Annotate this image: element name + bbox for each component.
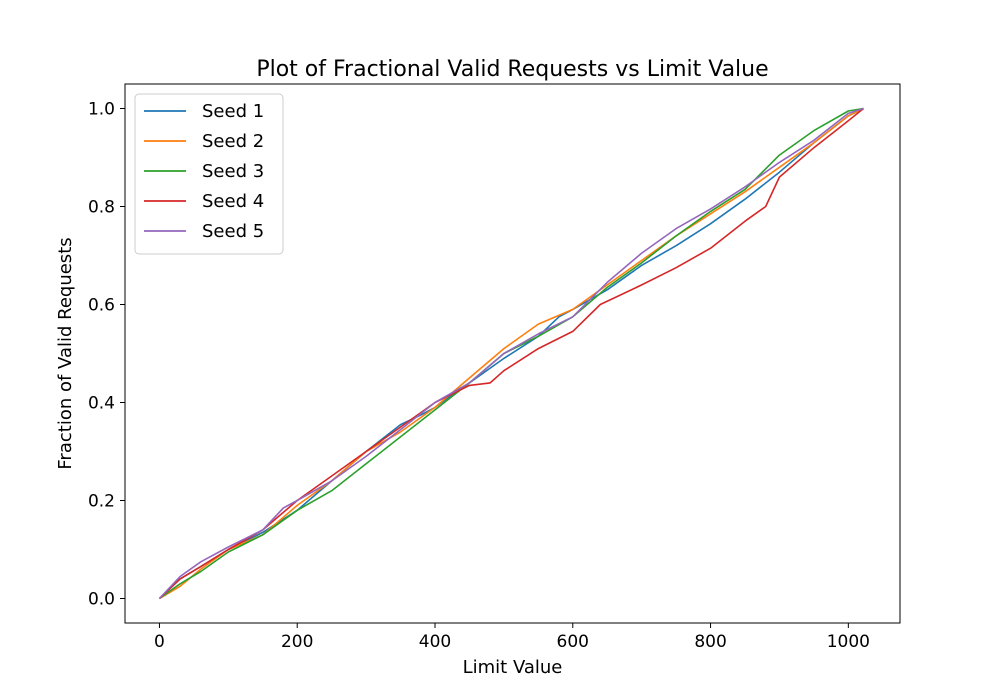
legend-label-4: Seed 4: [202, 191, 264, 212]
x-tick-label: 0: [154, 632, 165, 652]
y-tick-label: 0.0: [88, 590, 115, 610]
legend-label-1: Seed 1: [202, 101, 264, 122]
series-line-1: [158, 107, 864, 600]
legend: Seed 1 Seed 2 Seed 3 Seed 4 Seed 5: [134, 93, 284, 255]
x-tick-label: 400: [419, 632, 451, 652]
y-axis-label: Fraction of Valid Requests: [55, 237, 76, 469]
x-tick-label: 1000: [827, 632, 870, 652]
x-axis-label: Limit Value: [463, 657, 563, 678]
y-axis: 0.0 0.2 0.4 0.6 0.8 1.0: [88, 100, 125, 610]
series-line-5: [158, 107, 864, 600]
y-tick-label: 0.4: [88, 394, 115, 414]
x-tick-label: 800: [694, 632, 726, 652]
x-tick-label: 600: [557, 632, 589, 652]
y-tick-label: 0.6: [88, 296, 115, 316]
legend-label-3: Seed 3: [202, 161, 264, 182]
legend-label-2: Seed 2: [202, 131, 264, 152]
x-tick-label: 200: [281, 632, 313, 652]
legend-box: [134, 93, 284, 255]
series-layer: [158, 107, 865, 600]
x-axis: 0 200 400 600 800 1000: [154, 623, 870, 652]
y-tick-label: 0.8: [88, 198, 115, 218]
plot-frame: [124, 83, 901, 624]
chart-title: Plot of Fractional Valid Requests vs Lim…: [256, 57, 768, 82]
legend-label-5: Seed 5: [202, 221, 264, 242]
y-tick-label: 0.2: [88, 492, 115, 512]
y-tick-label: 1.0: [88, 100, 115, 120]
